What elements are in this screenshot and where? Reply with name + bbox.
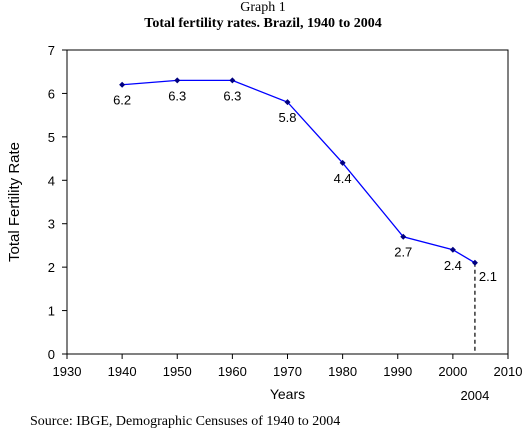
x-tick-label: 1930 <box>53 364 82 379</box>
data-point <box>339 159 346 166</box>
data-point <box>400 233 407 240</box>
y-tick-label: 4 <box>48 173 55 188</box>
data-point <box>449 246 456 253</box>
plot-border <box>66 49 509 355</box>
x-tick-label: 1970 <box>273 364 302 379</box>
y-tick-label: 2 <box>48 260 55 275</box>
source-note: Source: IBGE, Demographic Censuses of 19… <box>30 414 341 429</box>
x-tick-label: 2010 <box>494 364 523 379</box>
data-label: 6.2 <box>113 93 131 108</box>
y-tick-label: 5 <box>48 130 55 145</box>
x-tick-label: 1980 <box>328 364 357 379</box>
y-tick-label: 1 <box>48 304 55 319</box>
data-label: 6.3 <box>223 88 241 103</box>
data-label: 2.7 <box>394 245 412 260</box>
x-tick-label: 2000 <box>438 364 467 379</box>
data-point <box>174 77 181 84</box>
x-tick-label: 1990 <box>383 364 412 379</box>
x-tick-label: 1940 <box>108 364 137 379</box>
data-label: 4.4 <box>334 171 352 186</box>
y-tick-label: 6 <box>48 86 55 101</box>
y-tick-label: 7 <box>48 43 55 58</box>
data-label: 5.8 <box>278 110 296 125</box>
x-tick-label: 1960 <box>218 364 247 379</box>
series-line <box>122 79 476 264</box>
data-point <box>471 259 478 266</box>
figure-caption: Graph 1 <box>240 0 286 15</box>
y-tick-label: 3 <box>48 217 55 232</box>
plot-area <box>66 49 509 355</box>
series-layer: 6.2 6.3 6.3 5.8 4.4 2.7 2.4 2.1 <box>113 77 497 354</box>
data-label: 6.3 <box>168 88 186 103</box>
data-point <box>284 99 291 106</box>
annotation-label: 2004 <box>460 388 489 403</box>
data-point <box>119 81 126 88</box>
x-axis-title: Years <box>270 386 305 402</box>
chart-title: Total fertility rates. Brazil, 1940 to 2… <box>144 16 382 31</box>
data-point <box>229 77 236 84</box>
y-tick-label: 0 <box>48 347 55 362</box>
axes: 0 1 2 3 4 5 6 7 1930 1940 1950 1960 1970 1980 1990 2000… <box>6 43 522 403</box>
x-tick-label: 1950 <box>163 364 192 379</box>
data-label: 2.1 <box>479 269 497 284</box>
data-label: 2.4 <box>444 258 462 273</box>
y-axis-title: Total Fertility Rate <box>6 142 23 262</box>
